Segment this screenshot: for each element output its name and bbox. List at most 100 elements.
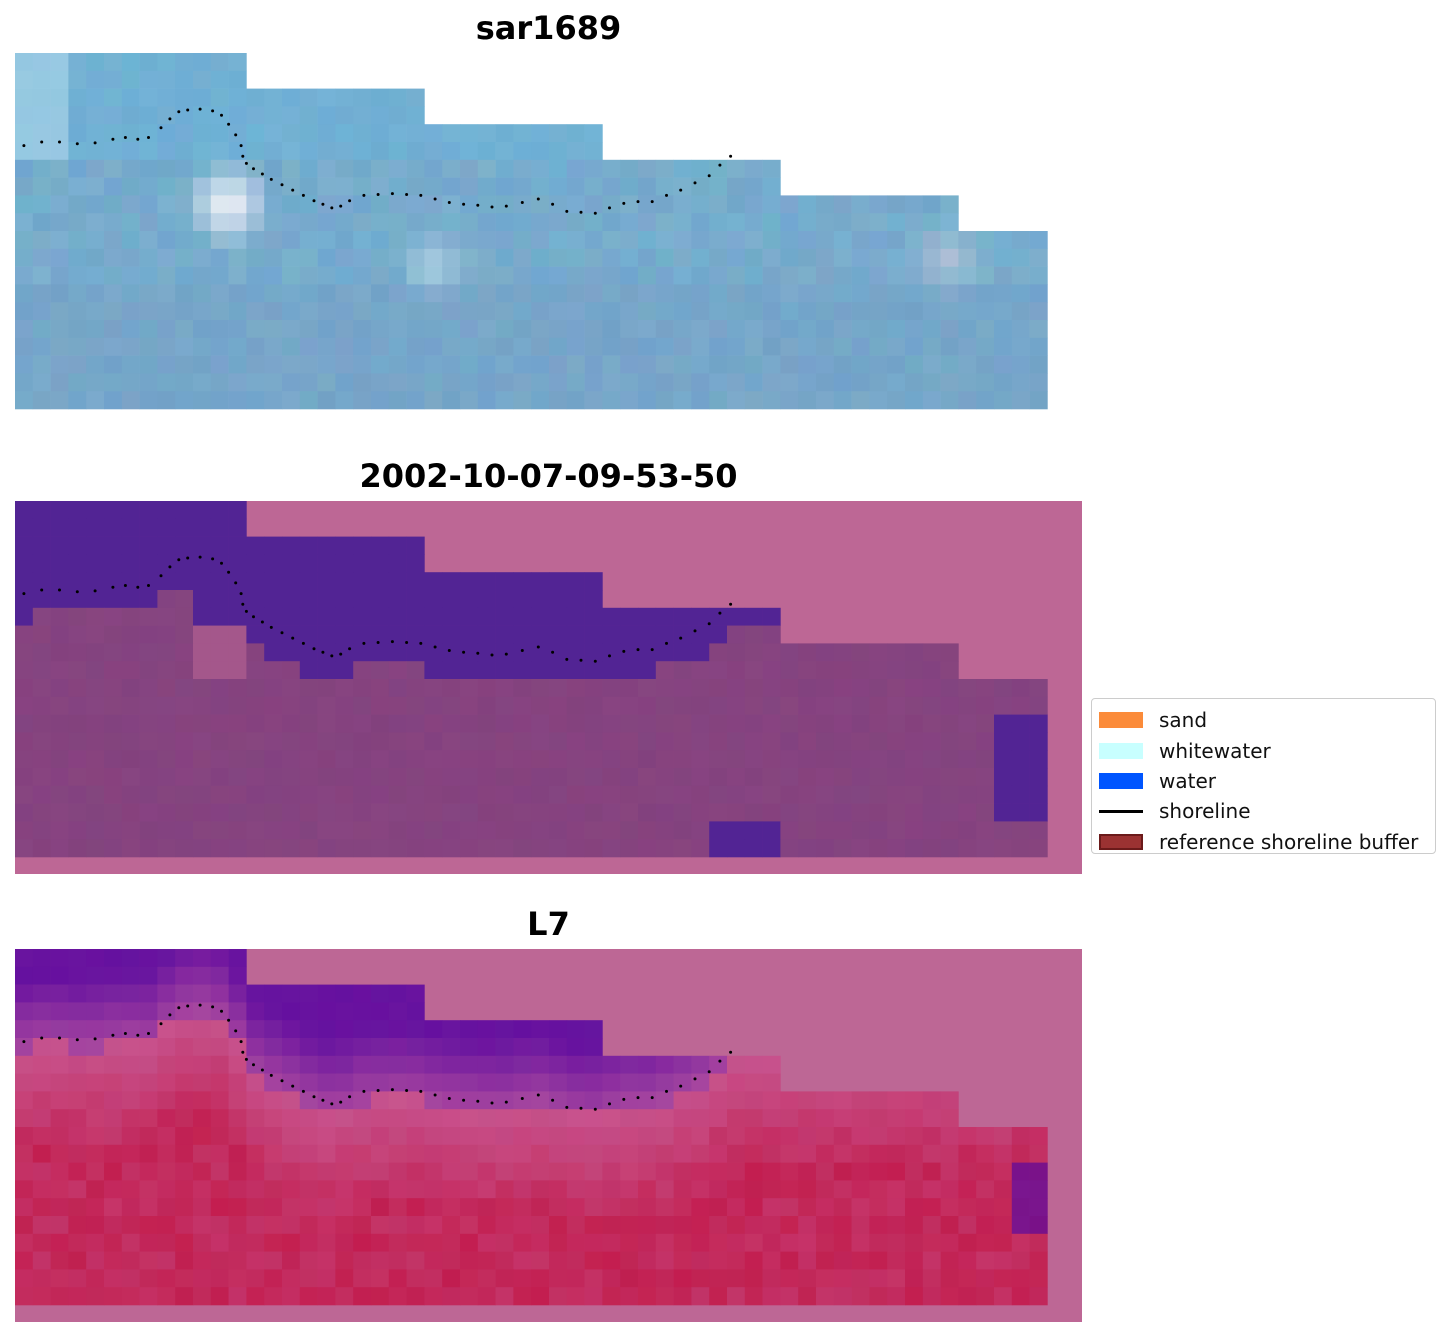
raster-cell <box>175 696 194 715</box>
shoreline-point <box>220 1009 223 1013</box>
raster-cell <box>976 337 995 356</box>
raster-cell <box>210 1002 229 1021</box>
raster-cell <box>549 1162 568 1181</box>
raster-cell <box>620 679 639 698</box>
raster-cell <box>905 679 924 698</box>
raster-cell <box>976 732 995 751</box>
raster-cell <box>477 785 496 804</box>
raster-cell <box>353 732 372 751</box>
raster-cell <box>121 590 140 609</box>
shoreline-point <box>490 653 494 657</box>
raster-cell <box>228 337 247 356</box>
raster-cell <box>442 320 461 339</box>
raster-cell <box>531 839 550 858</box>
raster-cell <box>442 1127 461 1146</box>
shoreline-point <box>241 602 245 606</box>
shoreline-point <box>433 1093 437 1097</box>
raster-cell <box>780 355 799 374</box>
raster-cell <box>193 768 212 787</box>
raster-cell <box>851 1216 870 1235</box>
raster-cell <box>602 1091 621 1110</box>
raster-cell <box>388 1144 407 1163</box>
raster-cell <box>513 355 532 374</box>
raster-cell <box>157 302 176 321</box>
raster-cell <box>976 1233 995 1252</box>
shoreline-point <box>707 174 711 178</box>
raster-cell <box>264 266 283 285</box>
raster-cell <box>193 1287 212 1306</box>
raster-cell <box>566 1144 585 1163</box>
raster-cell <box>246 1144 265 1163</box>
raster-cell <box>442 696 461 715</box>
shoreline-point <box>390 1088 394 1092</box>
raster-cell <box>780 231 799 250</box>
raster-cell <box>104 679 123 698</box>
raster-cell <box>531 1109 550 1128</box>
raster-cell <box>371 124 390 143</box>
raster-cell <box>531 391 550 410</box>
raster-cell <box>282 696 301 715</box>
legend-label-reference-buffer: reference shoreline buffer <box>1159 829 1419 854</box>
raster-cell <box>1029 302 1048 321</box>
raster-cell <box>246 1198 265 1217</box>
raster-cell <box>15 554 34 573</box>
raster-cell <box>228 1180 247 1199</box>
raster-cell <box>940 391 959 410</box>
raster-cell <box>460 1127 479 1146</box>
raster-cell <box>424 1162 443 1181</box>
shoreline-point <box>301 193 305 197</box>
raster-cell <box>335 1144 354 1163</box>
raster-cell <box>869 1180 888 1199</box>
raster-cell <box>744 391 763 410</box>
raster-cell <box>424 1091 443 1110</box>
raster-cell <box>620 625 639 644</box>
raster-cell <box>584 572 603 591</box>
raster-cell <box>104 1198 123 1217</box>
raster-cell <box>317 536 336 555</box>
raster-cell <box>442 177 461 196</box>
raster-cell <box>744 1287 763 1306</box>
raster-cell <box>228 536 247 555</box>
raster-cell <box>371 337 390 356</box>
raster-cell <box>905 231 924 250</box>
raster-cell <box>139 768 158 787</box>
raster-cell <box>15 1233 34 1252</box>
shoreline-point <box>565 657 569 661</box>
raster-cell <box>175 1020 194 1039</box>
raster-cell <box>406 643 425 662</box>
raster-cell <box>744 750 763 769</box>
raster-cell <box>335 1251 354 1270</box>
raster-cell <box>620 266 639 285</box>
raster-cell <box>193 803 212 822</box>
raster-cell <box>709 785 728 804</box>
shoreline-point <box>419 1089 423 1093</box>
raster-cell <box>566 768 585 787</box>
raster-cell <box>406 1073 425 1092</box>
raster-cell <box>282 1055 301 1074</box>
raster-cell <box>157 1287 176 1306</box>
raster-cell <box>1011 302 1030 321</box>
raster-cell <box>744 1144 763 1163</box>
raster-cell <box>210 1144 229 1163</box>
raster-cell <box>566 213 585 232</box>
raster-cell <box>887 391 906 410</box>
panel-title-3: L7 <box>527 905 570 943</box>
raster-cell <box>210 195 229 214</box>
raster-cell <box>228 714 247 733</box>
raster-cell <box>780 1109 799 1128</box>
raster-cell <box>175 391 194 410</box>
shoreline-point <box>622 649 626 653</box>
raster-cell <box>282 1251 301 1270</box>
raster-cell <box>32 124 51 143</box>
raster-cell <box>193 984 212 1003</box>
raster-cell <box>264 661 283 680</box>
raster-cell <box>264 572 283 591</box>
raster-cell <box>246 750 265 769</box>
raster-cell <box>442 768 461 787</box>
raster-cell <box>86 1020 105 1039</box>
raster-cell <box>139 124 158 143</box>
raster-cell <box>1011 821 1030 840</box>
raster-cell <box>869 1198 888 1217</box>
raster-cell <box>210 572 229 591</box>
classified-image-panel <box>15 501 1082 874</box>
